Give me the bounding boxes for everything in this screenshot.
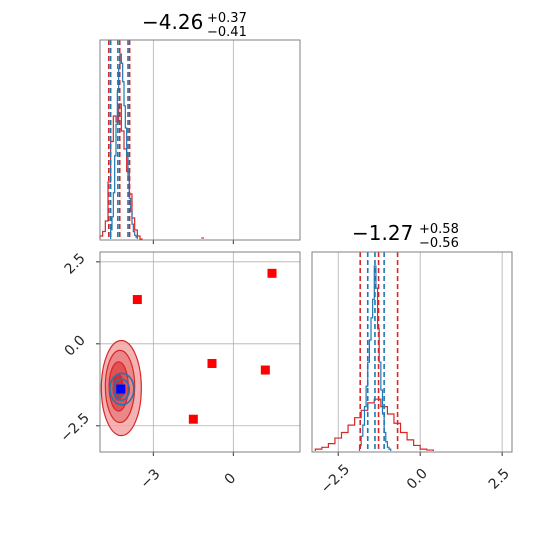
x-tick-label: 0.0 xyxy=(404,466,431,493)
x-tick-label: 2.5 xyxy=(486,466,513,493)
hist-red-param1 xyxy=(99,103,143,240)
hist-blue-param1 xyxy=(110,53,138,239)
title-param2-minus: −0.56 xyxy=(419,236,459,251)
marginal-panel-param1 xyxy=(99,39,301,244)
title-param1-plus: +0.37 xyxy=(207,11,247,26)
title-param2-median: −1.27 xyxy=(352,221,413,245)
marker-red xyxy=(260,365,270,375)
axes-frame xyxy=(99,39,301,241)
y-tick-label: 2.5 xyxy=(62,250,89,277)
x-tick-label: −3 xyxy=(138,466,164,492)
marker-red xyxy=(132,295,142,305)
marker-blue xyxy=(116,384,126,394)
title-param1-minus: −0.41 xyxy=(207,25,247,40)
x-tick-label: 0 xyxy=(222,470,240,488)
marginal-panel-param2: −2.5 0.0 2.5 xyxy=(311,251,513,497)
joint-panel: −3 0 2.5 0.0 −2.5 xyxy=(57,250,301,492)
marker-red xyxy=(267,268,277,278)
marker-red xyxy=(207,358,217,368)
y-tick-label: −2.5 xyxy=(57,410,92,445)
contour-blue xyxy=(112,378,131,401)
title-param2-plus: +0.58 xyxy=(419,222,459,237)
y-tick-label: 0.0 xyxy=(62,332,89,359)
x-tick-label: −2.5 xyxy=(318,461,353,496)
hist-blue-param2 xyxy=(358,265,392,451)
axes-frame xyxy=(99,251,301,453)
title-param1-median: −4.26 xyxy=(142,10,203,34)
title-param1: −4.26 +0.37 −0.41 xyxy=(142,10,247,40)
title-param2: −1.27 +0.58 −0.56 xyxy=(352,221,459,251)
axes-frame xyxy=(311,251,513,453)
hist-red-param2 xyxy=(314,398,434,451)
contour-blue xyxy=(109,372,135,406)
marker-red xyxy=(188,414,198,424)
